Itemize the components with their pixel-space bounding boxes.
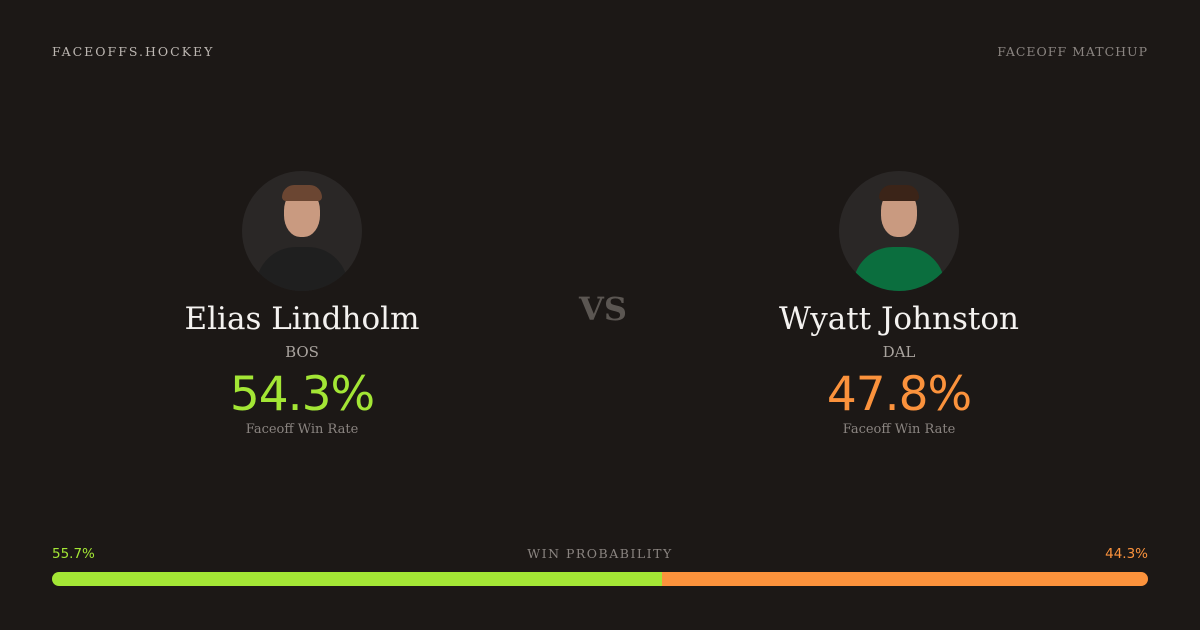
brand-logo-text: FACEOFFS.HOCKEY [52, 44, 215, 59]
faceoff-rate: 54.3% [229, 367, 375, 422]
faceoff-rate-label: Faceoff Win Rate [245, 422, 359, 437]
player-avatar [839, 171, 959, 291]
win-prob-left: 55.7% [52, 546, 95, 562]
faceoff-rate: 47.8% [826, 367, 972, 422]
player-team: DAL [882, 343, 916, 361]
win-prob-left-fill [52, 572, 663, 586]
page-tag: FACEOFF MATCHUP [997, 44, 1148, 59]
vs-label: VS [579, 290, 627, 328]
player-name: Elias Lindholm [184, 301, 420, 337]
player-avatar [242, 171, 362, 291]
win-probability-bar [52, 572, 1148, 586]
faceoff-rate-label: Faceoff Win Rate [842, 422, 956, 437]
win-prob-label: WIN PROBABILITY [527, 546, 673, 561]
player-name: Wyatt Johnston [779, 301, 1019, 337]
win-prob-right-fill [662, 572, 1148, 586]
win-prob-right: 44.3% [1105, 546, 1148, 562]
player-team: BOS [285, 343, 319, 361]
player-card-right: Wyatt Johnston DAL 47.8% Faceoff Win Rat… [699, 171, 1099, 437]
player-card-left: Elias Lindholm BOS 54.3% Faceoff Win Rat… [102, 171, 502, 437]
